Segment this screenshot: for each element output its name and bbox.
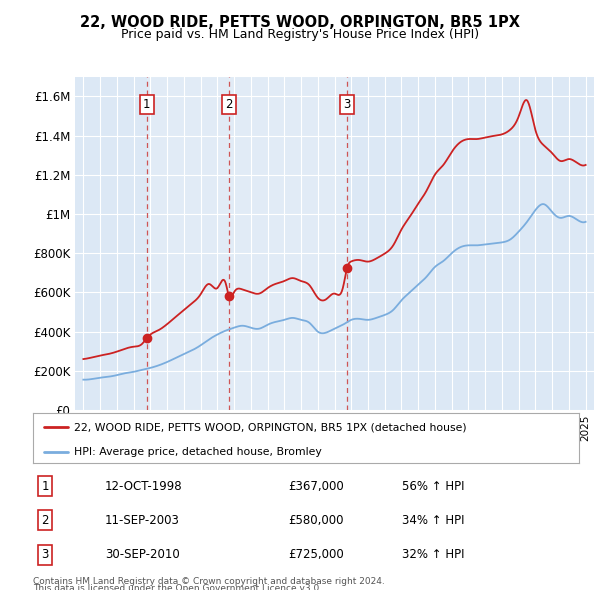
Text: £580,000: £580,000 — [288, 514, 343, 527]
Text: 56% ↑ HPI: 56% ↑ HPI — [402, 480, 464, 493]
Text: 1: 1 — [143, 98, 151, 111]
Text: 22, WOOD RIDE, PETTS WOOD, ORPINGTON, BR5 1PX (detached house): 22, WOOD RIDE, PETTS WOOD, ORPINGTON, BR… — [74, 422, 467, 432]
Text: 34% ↑ HPI: 34% ↑ HPI — [402, 514, 464, 527]
Text: 12-OCT-1998: 12-OCT-1998 — [105, 480, 182, 493]
Text: This data is licensed under the Open Government Licence v3.0.: This data is licensed under the Open Gov… — [33, 584, 322, 590]
Text: £367,000: £367,000 — [288, 480, 344, 493]
Text: 3: 3 — [41, 548, 49, 561]
Text: 22, WOOD RIDE, PETTS WOOD, ORPINGTON, BR5 1PX: 22, WOOD RIDE, PETTS WOOD, ORPINGTON, BR… — [80, 15, 520, 30]
Text: 1: 1 — [41, 480, 49, 493]
Text: HPI: Average price, detached house, Bromley: HPI: Average price, detached house, Brom… — [74, 447, 322, 457]
Text: Contains HM Land Registry data © Crown copyright and database right 2024.: Contains HM Land Registry data © Crown c… — [33, 577, 385, 586]
Bar — [229, 77, 347, 410]
Text: Price paid vs. HM Land Registry's House Price Index (HPI): Price paid vs. HM Land Registry's House … — [121, 28, 479, 41]
Text: £725,000: £725,000 — [288, 548, 344, 561]
Bar — [147, 77, 229, 410]
Text: 3: 3 — [343, 98, 351, 111]
Text: 2: 2 — [225, 98, 233, 111]
Text: 32% ↑ HPI: 32% ↑ HPI — [402, 548, 464, 561]
Text: 30-SEP-2010: 30-SEP-2010 — [105, 548, 180, 561]
Text: 11-SEP-2003: 11-SEP-2003 — [105, 514, 180, 527]
Text: 2: 2 — [41, 514, 49, 527]
